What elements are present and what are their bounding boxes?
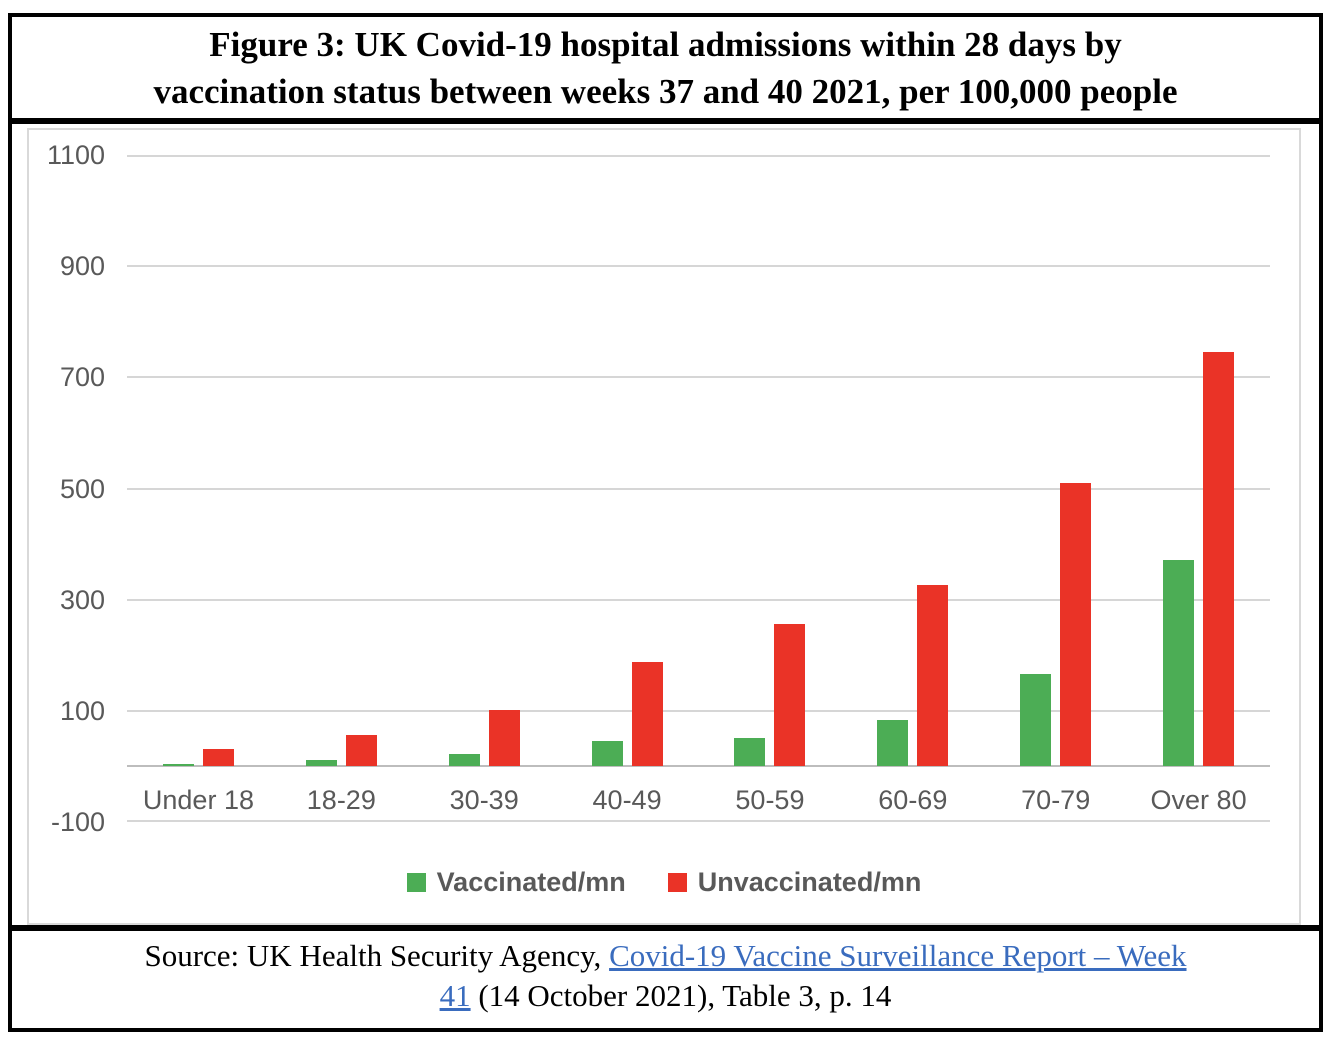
bar-vaccinated-mn xyxy=(162,764,194,767)
bar-unvaccinated-mn xyxy=(488,710,520,767)
source-hyperlink-line1[interactable]: Covid-19 Vaccine Surveillance Report – W… xyxy=(609,938,1187,973)
y-axis-tick-label: 500 xyxy=(59,473,105,504)
bar-vaccinated-mn xyxy=(1163,559,1195,767)
y-axis-tick-label: 700 xyxy=(59,362,105,393)
x-axis-category-label: Under 18 xyxy=(142,785,254,816)
x-axis-category-label: 40-49 xyxy=(592,785,662,816)
legend-label: Unvaccinated/mn xyxy=(697,867,922,897)
bar-vaccinated-mn xyxy=(591,740,623,767)
y-axis-tick-label: 300 xyxy=(59,584,105,615)
x-axis-category-label: Over 80 xyxy=(1150,785,1247,816)
legend-item: Unvaccinated/mn xyxy=(667,867,922,898)
bar-unvaccinated-mn xyxy=(1203,352,1235,767)
bar-vaccinated-mn xyxy=(734,737,766,767)
y-axis-tick-label: -100 xyxy=(50,807,105,837)
bar-unvaccinated-mn xyxy=(774,624,806,767)
x-axis-category-label: 70-79 xyxy=(1021,785,1091,816)
figure-frame: Figure 3: UK Covid-19 hospital admission… xyxy=(8,13,1323,1032)
bar-unvaccinated-mn xyxy=(631,661,663,767)
source-line-1: Source: UK Health Security Agency, Covid… xyxy=(12,936,1319,976)
bar-unvaccinated-mn xyxy=(345,735,377,767)
bar-vaccinated-mn xyxy=(305,760,337,767)
source-line-2: 41 (14 October 2021), Table 3, p. 14 xyxy=(12,976,1319,1016)
x-axis-category-label: 60-69 xyxy=(878,785,948,816)
gridline xyxy=(127,598,1270,601)
x-axis-line xyxy=(127,765,1270,768)
x-axis-category-label: 50-59 xyxy=(735,785,805,816)
gridline xyxy=(127,155,1270,157)
bar-vaccinated-mn xyxy=(877,720,909,767)
source-suffix: (14 October 2021), Table 3, p. 14 xyxy=(470,978,892,1013)
source-note: Source: UK Health Security Agency, Covid… xyxy=(12,925,1319,1028)
gridline xyxy=(127,820,1270,822)
gridline xyxy=(127,709,1270,712)
source-hyperlink-line2[interactable]: 41 xyxy=(439,978,471,1013)
figure-title-line2: vaccination status between weeks 37 and … xyxy=(153,71,1178,111)
bar-vaccinated-mn xyxy=(1020,673,1052,767)
gridline xyxy=(127,376,1270,379)
y-axis-labels: 1100 900 700 500 300 100 -100 xyxy=(29,140,105,837)
gridline xyxy=(127,265,1270,268)
legend-swatch-icon xyxy=(406,873,426,892)
figure-title: Figure 3: UK Covid-19 hospital admission… xyxy=(12,17,1319,124)
figure-title-line1: Figure 3: UK Covid-19 hospital admission… xyxy=(209,24,1122,64)
y-axis-tick-label: 1100 xyxy=(46,140,105,170)
y-axis-tick-label: 900 xyxy=(59,251,105,282)
y-axis-tick-label: 100 xyxy=(59,695,105,726)
legend-swatch-icon xyxy=(667,873,687,892)
source-prefix: Source: UK Health Security Agency, xyxy=(144,938,610,973)
bar-vaccinated-mn xyxy=(448,753,480,767)
bar-unvaccinated-mn xyxy=(1060,482,1092,767)
chart-legend: Vaccinated/mn Unvaccinated/mn xyxy=(29,867,1299,898)
x-axis-category-label: 30-39 xyxy=(449,785,519,816)
bar-unvaccinated-mn xyxy=(202,748,234,767)
gridline xyxy=(127,487,1270,490)
x-axis-category-label: 18-29 xyxy=(306,785,376,816)
chart-area: 1100 900 700 500 300 100 -100 Under 18 18-29 30-… xyxy=(12,124,1319,925)
chart-box: 1100 900 700 500 300 100 -100 Under 18 18-29 30-… xyxy=(27,128,1301,925)
bar-unvaccinated-mn xyxy=(917,584,949,767)
legend-item: Vaccinated/mn xyxy=(406,867,626,898)
plot-area: Under 18 18-29 30-39 40-49 50-59 60-69 70-79 Ov… xyxy=(127,155,1270,822)
legend-label: Vaccinated/mn xyxy=(436,867,626,897)
